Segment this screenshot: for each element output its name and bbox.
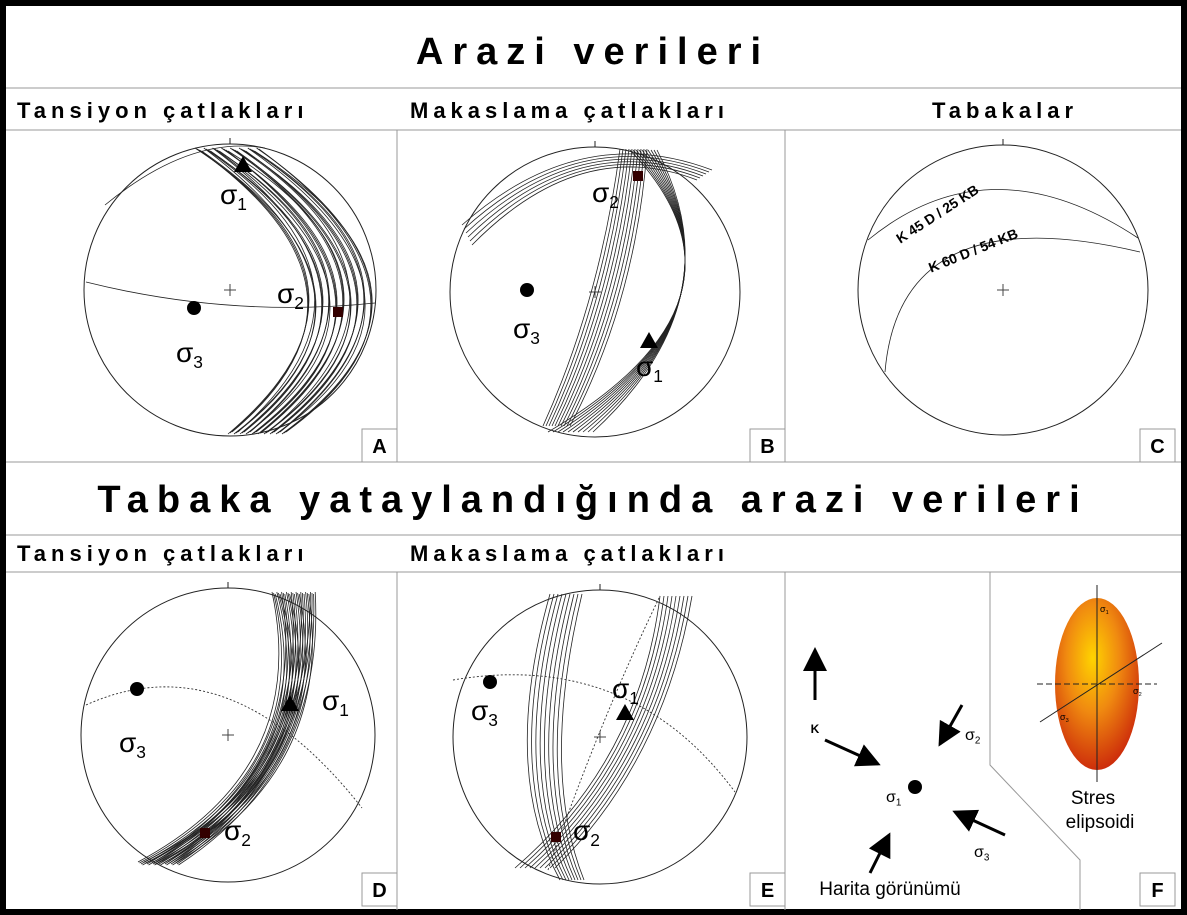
sigma-index: 1 [653, 366, 663, 386]
sigma3-marker [130, 682, 144, 696]
panel-heading: Tansiyon çatlakları [17, 541, 308, 566]
ellipsoid-label: Stres [1071, 788, 1115, 809]
sigma-index: 2 [1139, 692, 1142, 698]
sigma-symbol: σ [974, 844, 984, 861]
sigma-index: 1 [339, 700, 349, 720]
sigma-symbol: σ [119, 727, 136, 758]
sigma-symbol: σ [886, 789, 896, 806]
sigma-symbol: σ [636, 351, 653, 382]
sigma2-marker [333, 307, 343, 317]
sigma2-marker [633, 171, 643, 181]
sigma-index: 3 [193, 352, 203, 372]
sigma-symbol: σ [220, 179, 237, 210]
panel-letter: A [372, 436, 386, 458]
sigma-index: 2 [975, 736, 981, 747]
sigma-symbol: σ [592, 177, 609, 208]
sigma3-marker [187, 301, 201, 315]
sigma-index: 1 [1106, 610, 1109, 616]
sigma-index: 3 [1066, 718, 1069, 724]
panel-letter: E [761, 880, 774, 902]
sigma-symbol: σ [322, 685, 339, 716]
panel-heading: Makaslama çatlakları [410, 98, 729, 123]
sigma-symbol: σ [573, 815, 590, 846]
sigma3-marker [483, 675, 497, 689]
map-sigma1-marker [908, 780, 922, 794]
ellipsoid-label: elipsoidi [1066, 812, 1135, 833]
sigma-index: 1 [629, 688, 639, 708]
sigma-symbol: σ [277, 278, 294, 309]
sigma-symbol: σ [471, 695, 488, 726]
sigma-symbol: σ [513, 313, 530, 344]
sigma-index: 3 [488, 710, 498, 730]
sigma-symbol: σ [224, 815, 241, 846]
sigma-index: 3 [984, 853, 990, 864]
sigma2-marker [551, 832, 561, 842]
figure: Arazi verileri Tabaka yataylandığında ar… [0, 0, 1187, 915]
panel-letter: C [1150, 436, 1164, 458]
sigma-symbol: σ [612, 673, 629, 704]
sigma-index: 1 [896, 798, 902, 809]
map-label: Harita görünümü [819, 879, 961, 900]
subtitle: Tabaka yataylandığında arazi verileri [97, 479, 1088, 521]
north-label: K [811, 722, 820, 736]
sigma-index: 2 [590, 830, 600, 850]
panel-letter: F [1151, 880, 1163, 902]
sigma-index: 2 [241, 830, 251, 850]
panel-letter: B [760, 436, 774, 458]
sigma2-marker [200, 828, 210, 838]
sigma-index: 2 [294, 293, 304, 313]
sigma-index: 2 [609, 192, 619, 212]
sigma-index: 1 [237, 194, 247, 214]
panel-letter: D [372, 880, 386, 902]
sigma-index: 3 [136, 742, 146, 762]
sigma-symbol: σ [176, 337, 193, 368]
panel-heading: Tabakalar [932, 98, 1078, 123]
panel-heading: Makaslama çatlakları [410, 541, 729, 566]
sigma-index: 3 [530, 328, 540, 348]
panel-heading: Tansiyon çatlakları [17, 98, 308, 123]
sigma3-marker [520, 283, 534, 297]
title: Arazi verileri [416, 31, 770, 73]
sigma-symbol: σ [965, 727, 975, 744]
frame [3, 3, 1184, 912]
